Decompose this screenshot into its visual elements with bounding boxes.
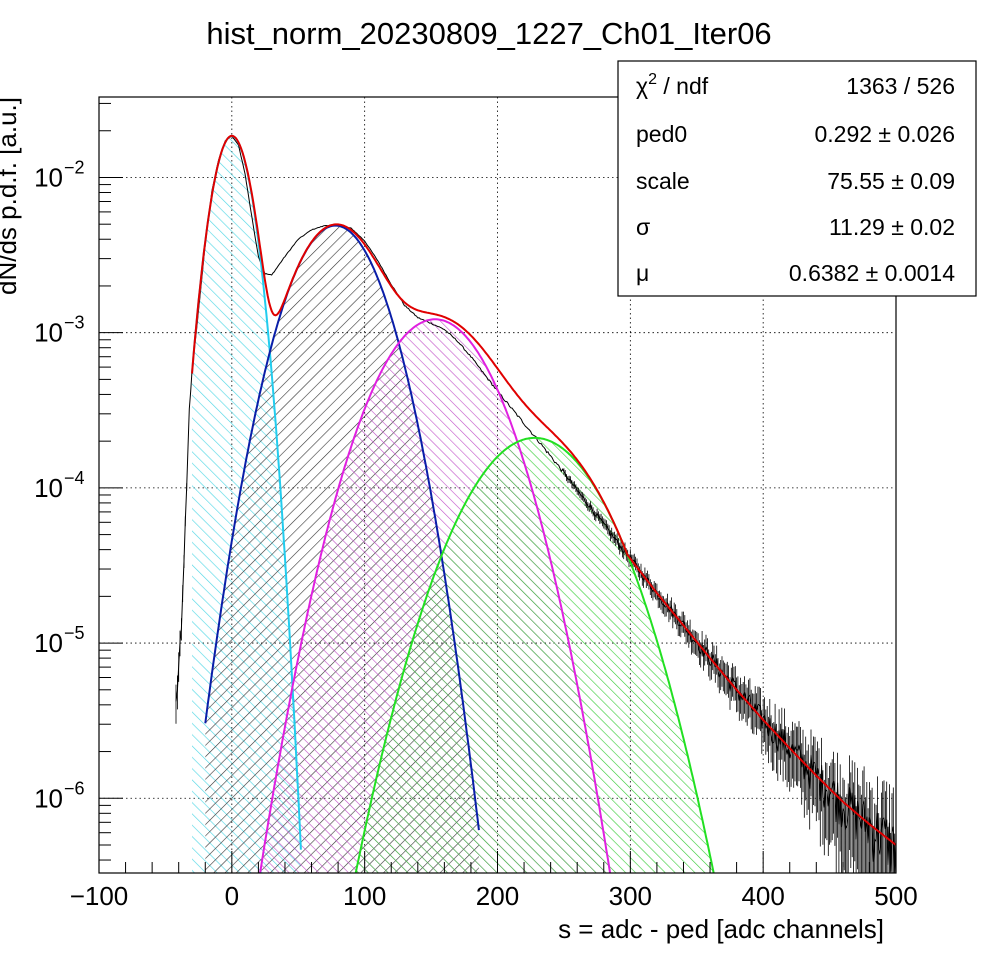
x-tick-label: 100 — [343, 881, 386, 911]
component-2-curve — [204, 224, 480, 831]
component-4-curve — [354, 436, 715, 873]
x-axis-title: s = adc - ped [adc channels] — [558, 914, 884, 944]
total-fit-curve — [191, 134, 896, 846]
y-tick-label: 10 — [34, 318, 63, 348]
stats-row-name: χ2 / ndf — [636, 71, 709, 99]
stats-row-value: 1363 / 526 — [846, 73, 955, 99]
y-tick-label: 10 — [34, 783, 63, 813]
x-tick-label: 0 — [225, 881, 239, 911]
stats-row-value: 0.6382 ± 0.0014 — [789, 260, 955, 286]
x-tick-label: 200 — [476, 881, 519, 911]
fit-curves — [191, 134, 896, 873]
stats-row-value: 11.29 ± 0.02 — [829, 214, 955, 240]
y-tick-exponent: −4 — [64, 468, 85, 488]
y-axis-title: dN/ds p.d.f. [a.u.] — [0, 97, 22, 295]
x-tick-label: 300 — [609, 881, 652, 911]
chart-title: hist_norm_20230809_1227_Ch01_Iter06 — [206, 16, 771, 51]
stats-row-value: 75.55 ± 0.09 — [827, 168, 955, 194]
y-tick-label: 10 — [34, 628, 63, 658]
x-tick-label: 400 — [741, 881, 784, 911]
y-tick-exponent: −6 — [64, 778, 85, 798]
stats-row-value: 0.292 ± 0.026 — [814, 121, 955, 147]
x-tick-label: 500 — [874, 881, 917, 911]
stats-box: χ2 / ndf 1363 / 526 ped0 0.292 ± 0.026 scale… — [617, 60, 977, 297]
y-tick-exponent: −2 — [64, 157, 85, 177]
y-tick-exponent: −3 — [64, 313, 85, 333]
y-tick-label: 10 — [34, 473, 63, 503]
y-tick-label: 10 — [34, 162, 63, 192]
stats-row-name: ped0 — [636, 121, 687, 147]
component-3-curve — [259, 318, 612, 873]
x-tick-label: −100 — [70, 881, 129, 911]
stats-row-name: σ — [636, 214, 650, 240]
stats-row-name: μ — [636, 260, 649, 286]
histogram-line — [175, 135, 896, 873]
y-tick-exponent: −5 — [64, 623, 85, 643]
stats-row-name: scale — [636, 168, 690, 194]
